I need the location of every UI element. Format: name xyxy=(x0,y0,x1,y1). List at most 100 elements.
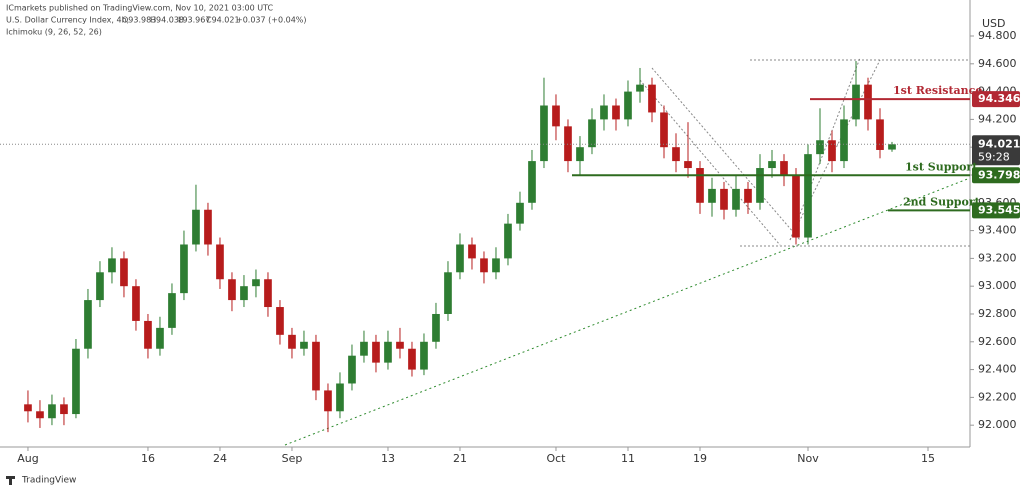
fib-fan xyxy=(789,57,861,241)
y-tick-label: 92.000 xyxy=(978,418,1017,431)
y-tick-label: 93.200 xyxy=(978,251,1017,264)
candle-body xyxy=(372,341,380,363)
candle-body xyxy=(168,293,176,328)
candle-body xyxy=(384,341,392,363)
level-name: 2nd Support xyxy=(903,195,981,208)
candle-body xyxy=(288,334,296,349)
ohlc-close: C94.021 xyxy=(206,16,240,25)
candle-body xyxy=(492,258,500,273)
candle-body xyxy=(528,161,536,203)
candle-body xyxy=(84,300,92,349)
candle-body xyxy=(708,188,716,203)
candle-body xyxy=(840,119,848,162)
x-tick-label: Aug xyxy=(17,452,38,465)
candle-body xyxy=(192,209,200,245)
candle-body xyxy=(456,244,464,273)
last-price-box xyxy=(972,135,1020,166)
candle-body xyxy=(204,209,212,245)
candle-body xyxy=(240,286,248,301)
candle-body xyxy=(480,258,488,273)
level-box xyxy=(972,91,1020,108)
ohlc-change: +0.037 (+0.04%) xyxy=(236,16,307,25)
candle-body xyxy=(600,105,608,120)
ohlc-high: H94.038 xyxy=(150,16,184,25)
candle-body xyxy=(276,307,284,335)
y-tick-label: 92.400 xyxy=(978,363,1017,376)
candle-body xyxy=(648,84,656,113)
level-value: 94.346 xyxy=(978,92,1021,105)
candle-body xyxy=(228,279,236,301)
candle-body xyxy=(156,327,164,349)
candle-body xyxy=(408,348,416,370)
candle-body xyxy=(108,258,116,273)
level-value: 93.798 xyxy=(978,168,1020,181)
indicator: Ichimoku (9, 26, 52, 26) xyxy=(6,28,102,37)
candle-body xyxy=(324,390,332,412)
y-tick-label: 92.800 xyxy=(978,307,1017,320)
trend-line xyxy=(651,67,801,241)
countdown: 59:28 xyxy=(978,150,1010,163)
candle-body xyxy=(732,188,740,210)
level-box xyxy=(972,202,1020,219)
level-value: 93.545 xyxy=(978,203,1020,216)
x-tick-label: Sep xyxy=(282,452,303,465)
candle-body xyxy=(24,404,32,412)
candle-body xyxy=(576,147,584,162)
level-name: 1st Support xyxy=(905,160,978,173)
candle-body xyxy=(828,140,836,162)
candle-body xyxy=(516,202,524,224)
candle-body xyxy=(216,244,224,280)
x-tick-label: 13 xyxy=(381,452,395,465)
candle-body xyxy=(612,105,620,120)
candle-body xyxy=(696,168,704,203)
candle-body xyxy=(468,244,476,259)
candle-body xyxy=(396,341,404,349)
x-tick-label: Nov xyxy=(797,452,819,465)
candle-body xyxy=(360,341,368,356)
candle-body xyxy=(444,272,452,314)
candle-body xyxy=(300,341,308,349)
x-tick-label: 11 xyxy=(621,452,635,465)
candle-body xyxy=(144,320,152,349)
candle-body xyxy=(552,105,560,127)
candle-body xyxy=(72,348,80,415)
candle-body xyxy=(636,84,644,92)
x-tick-label: 16 xyxy=(141,452,155,465)
ohlc-open: O93.983 xyxy=(122,16,156,25)
candle-body xyxy=(132,286,140,321)
candle-body xyxy=(864,84,872,120)
candle-body xyxy=(60,404,68,415)
candle-body xyxy=(672,147,680,162)
candle-body xyxy=(336,383,344,412)
y-tick-label: 94.200 xyxy=(978,112,1017,125)
trend-line xyxy=(639,79,781,246)
candle-body xyxy=(720,188,728,210)
candle-body xyxy=(432,313,440,342)
candle-body xyxy=(660,112,668,148)
candle-body xyxy=(36,411,44,419)
candle-body xyxy=(768,161,776,169)
candle-body xyxy=(120,258,128,287)
candle-body xyxy=(96,272,104,301)
candle-body xyxy=(780,161,788,175)
x-tick-label: 21 xyxy=(453,452,467,465)
level-box xyxy=(972,167,1020,184)
candle-body xyxy=(264,279,272,308)
candle-body xyxy=(564,126,572,162)
candle-body xyxy=(504,223,512,259)
y-tick-label: 94.600 xyxy=(978,57,1017,70)
candle-body xyxy=(540,105,548,162)
candle-body xyxy=(252,279,260,287)
candle-body xyxy=(756,168,764,203)
candle-body xyxy=(804,154,812,238)
candle-body xyxy=(588,119,596,148)
y-tick-label: 94.800 xyxy=(978,29,1017,42)
footer: TradingView xyxy=(21,476,76,486)
level-name: 1st Resistance xyxy=(893,84,982,97)
candle-body xyxy=(852,84,860,120)
candle-body xyxy=(792,174,800,238)
y-tick-label: 93.400 xyxy=(978,224,1017,237)
x-tick-label: 15 xyxy=(921,452,935,465)
x-tick-label: 24 xyxy=(213,452,227,465)
